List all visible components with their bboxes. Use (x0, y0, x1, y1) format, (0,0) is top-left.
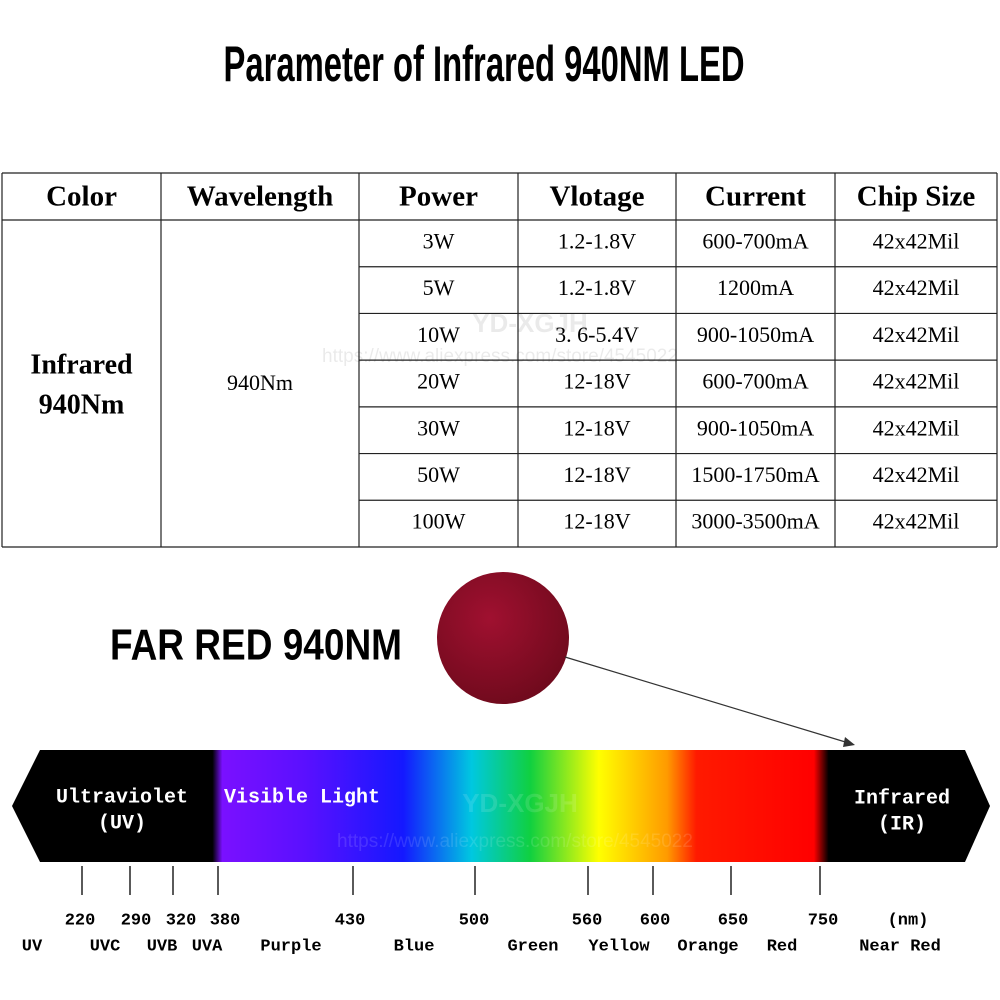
table-cell: 42x42Mil (873, 228, 960, 253)
table-cell: 50W (417, 462, 460, 487)
band-label: UV (22, 937, 43, 956)
table-cell: 5W (423, 275, 455, 300)
table-cell: 12-18V (563, 509, 630, 534)
tick-label: 560 (572, 911, 603, 930)
table-cell: 42x42Mil (873, 322, 960, 347)
table-cell: 3W (423, 228, 455, 253)
band-label: Green (507, 937, 558, 956)
header-cell: Chip Size (857, 181, 976, 213)
tick-label: 380 (210, 911, 241, 930)
table-cell: 42x42Mil (873, 509, 960, 534)
band-label: Blue (394, 937, 435, 956)
table-cell: 12-18V (563, 369, 630, 394)
table-cell: 900-1050mA (697, 322, 814, 347)
table-cell: 600-700mA (702, 369, 808, 394)
table-cell: 600-700mA (702, 228, 808, 253)
band-label: UVA (192, 937, 223, 956)
table-cell: 3. 6-5.4V (555, 322, 639, 347)
table-cell: 42x42Mil (873, 415, 960, 440)
tick-label: 220 (65, 911, 96, 930)
led-color-swatch (437, 572, 569, 704)
table-cell: 20W (417, 369, 460, 394)
table-cell: 12-18V (563, 415, 630, 440)
header-cell: Power (399, 181, 478, 213)
uv-label: (UV) (98, 812, 146, 835)
far-red-label: FAR RED 940NM (110, 621, 402, 670)
table-cell: 30W (417, 415, 460, 440)
table-cell: 100W (412, 509, 466, 534)
ir-label: Infrared (854, 787, 950, 810)
spectrum-bar (12, 750, 990, 862)
table-cell: 42x42Mil (873, 462, 960, 487)
visible-label: Visible Light (224, 786, 380, 809)
table-cell: 1200mA (717, 275, 794, 300)
tick-label: 750 (808, 911, 839, 930)
band-label: Yellow (588, 937, 650, 956)
tick-label: 650 (718, 911, 749, 930)
wavelength-cell: 940Nm (227, 370, 293, 395)
band-label: Purple (260, 937, 321, 956)
title: Parameter of Infrared 940NM LED (224, 36, 745, 92)
tick-label: 320 (166, 911, 197, 930)
color-cell: 940Nm (39, 389, 125, 420)
tick-label: 500 (459, 911, 490, 930)
header-cell: Wavelength (187, 181, 334, 213)
watermark-brand: YD-XGJH (462, 788, 578, 818)
band-label: Red (767, 937, 798, 956)
ir-label: (IR) (878, 813, 926, 836)
color-cell: Infrared (30, 349, 133, 380)
table-cell: 42x42Mil (873, 369, 960, 394)
watermark-brand: YD-XGJH (472, 308, 588, 338)
tick-label: 600 (640, 911, 671, 930)
table-cell: 1.2-1.8V (558, 275, 636, 300)
table-cell: 10W (417, 322, 460, 347)
table-cell: 1.2-1.8V (558, 228, 636, 253)
tick-label: 290 (121, 911, 152, 930)
watermark-url: https://www.aliexpress.com/store/4545022 (322, 346, 678, 367)
table-cell: 42x42Mil (873, 275, 960, 300)
watermark-url: https://www.aliexpress.com/store/4545022 (337, 831, 693, 852)
unit-label: (nm) (888, 911, 929, 930)
header-cell: Color (46, 181, 117, 213)
uv-label: Ultraviolet (56, 786, 188, 809)
header-cell: Current (705, 181, 806, 213)
band-label: Orange (677, 937, 738, 956)
header-cell: Vlotage (549, 181, 644, 213)
table-cell: 1500-1750mA (691, 462, 819, 487)
band-label: UVC (90, 937, 121, 956)
band-label: Near Red (859, 937, 941, 956)
table-cell: 3000-3500mA (691, 509, 819, 534)
band-label: UVB (147, 937, 178, 956)
table-cell: 900-1050mA (697, 415, 814, 440)
table-cell: 12-18V (563, 462, 630, 487)
spectrum: Ultraviolet (UV) Visible Light Infrared (IR)… (22, 786, 950, 956)
pointer-arrow (843, 737, 855, 747)
tick-label: 430 (335, 911, 366, 930)
pointer-line (564, 656, 853, 745)
table: Color Wavelength Power Vlotage Current Chip S… (1, 172, 998, 548)
